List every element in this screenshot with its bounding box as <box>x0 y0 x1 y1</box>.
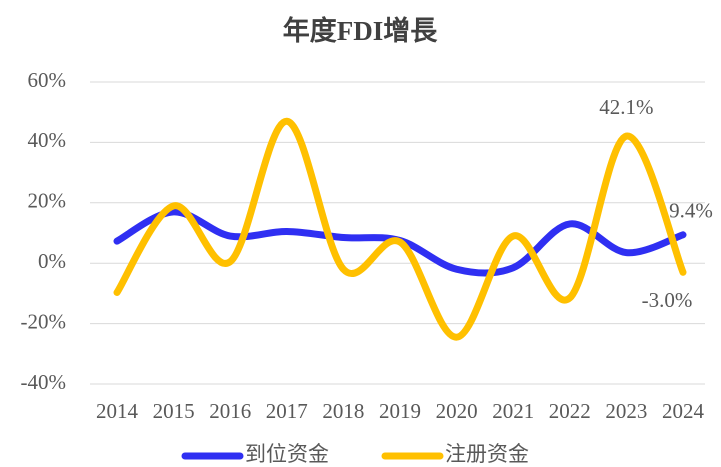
y-tick-label: 60% <box>28 68 67 92</box>
x-tick-label: 2021 <box>492 399 534 423</box>
legend-label: 注册资金 <box>445 442 529 466</box>
x-tick-label: 2019 <box>379 399 421 423</box>
x-tick-label: 2018 <box>322 399 364 423</box>
y-tick-label: -40% <box>21 370 67 394</box>
data-label: 42.1% <box>599 95 653 119</box>
chart-title: 年度FDI增長 <box>283 15 438 46</box>
y-tick-label: 40% <box>28 128 67 152</box>
series-line <box>113 117 687 341</box>
y-tick-label: 0% <box>38 249 66 273</box>
y-tick-label: 20% <box>28 189 67 213</box>
x-tick-label: 2023 <box>605 399 647 423</box>
y-tick-label: -20% <box>21 309 67 333</box>
x-tick-label: 2014 <box>96 399 139 423</box>
legend-label: 到位资金 <box>245 442 329 466</box>
x-tick-label: 2020 <box>436 399 478 423</box>
x-tick-label: 2015 <box>153 399 195 423</box>
data-label: 9.4% <box>669 199 713 223</box>
data-label: -3.0% <box>642 288 693 312</box>
x-tick-label: 2016 <box>209 399 251 423</box>
x-tick-label: 2024 <box>662 399 705 423</box>
x-tick-label: 2022 <box>549 399 591 423</box>
x-tick-label: 2017 <box>266 399 308 423</box>
